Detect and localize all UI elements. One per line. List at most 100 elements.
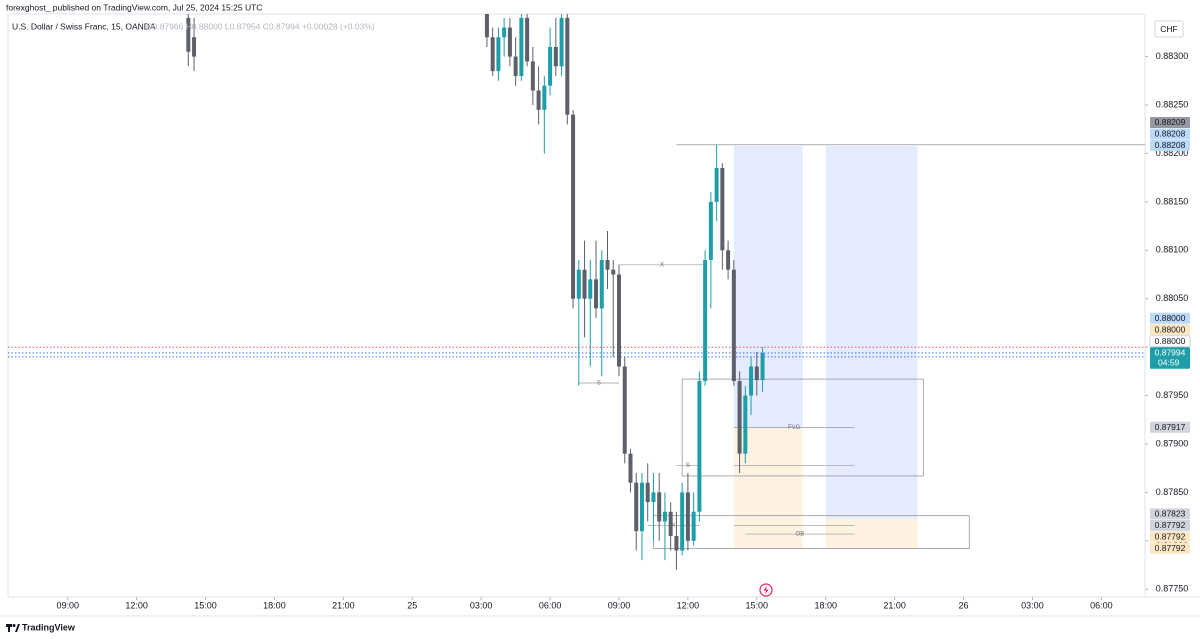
candle-body: [490, 37, 495, 72]
candle-body: [651, 492, 656, 503]
x-tick-label: 21:00: [883, 600, 906, 610]
level-label: OB: [796, 532, 805, 538]
y-tick-label: 0.88150: [1156, 196, 1189, 206]
candle-body: [662, 511, 667, 522]
y-tick-label: 0.87900: [1156, 438, 1189, 448]
price-label: 0.87792: [1155, 520, 1186, 530]
candle-body: [708, 201, 713, 260]
price-label-bg: [1150, 508, 1190, 520]
price-label-bg: [1150, 421, 1190, 433]
y-tick-label: 0.88100: [1156, 245, 1189, 255]
candle-body: [565, 17, 570, 115]
y-tick-label: 0.88200: [1156, 148, 1189, 158]
zone-box: [681, 378, 924, 477]
price-label: 0.88208: [1155, 129, 1186, 139]
tv-logo: [6, 624, 20, 632]
candle-body: [611, 269, 616, 275]
price-label: 0.88208: [1155, 140, 1186, 150]
candle-body: [553, 46, 558, 67]
x-tick-label: 12:00: [125, 600, 148, 610]
candle-body: [743, 395, 748, 454]
price-label: 0.87994: [1155, 347, 1186, 357]
x-tick-label: 03:00: [1021, 600, 1044, 610]
level-label: X: [672, 523, 676, 529]
candle-body: [685, 492, 690, 541]
candle-body: [548, 46, 553, 86]
level-label: FVG: [788, 425, 801, 431]
level-label: X: [660, 262, 664, 268]
candle-body: [588, 279, 593, 299]
y-tick-label: 0.88050: [1156, 293, 1189, 303]
position-loss: [825, 518, 918, 549]
x-tick-label: 15:00: [194, 600, 217, 610]
price-label-bg: [1150, 128, 1190, 140]
price-label: 0.87823: [1155, 508, 1186, 518]
price-label-bg: [1150, 542, 1190, 554]
candle-body: [749, 366, 754, 396]
candle-body: [530, 61, 535, 91]
candle-body: [680, 492, 685, 551]
price-label-bg: [1150, 519, 1190, 531]
x-tick-label: 15:00: [746, 600, 769, 610]
currency[interactable]: CHF: [1160, 24, 1177, 34]
candle-body: [754, 366, 759, 381]
price-label: 0.88000: [1155, 313, 1186, 323]
candle-body: [484, 14, 489, 38]
candle-body: [616, 274, 621, 367]
price-label: 0.87917: [1155, 422, 1186, 432]
candle-body: [674, 535, 679, 551]
y-tick-label: 0.88300: [1156, 51, 1189, 61]
price-label-bg: [1150, 139, 1190, 151]
candle-body: [737, 381, 742, 454]
candle-body: [645, 482, 650, 503]
candle-body: [697, 381, 702, 512]
x-tick-label: 03:00: [470, 600, 493, 610]
publisher: forexghost_ published on TradingView.com…: [6, 2, 262, 12]
price-label-bg: [1150, 116, 1190, 128]
y-tick-label: 0.87850: [1156, 487, 1189, 497]
candle-body: [496, 37, 501, 72]
candle-body: [731, 269, 736, 382]
candle-body: [760, 352, 765, 381]
price-label-bg: [1150, 347, 1190, 369]
level-label: S: [686, 463, 690, 469]
candle-body: [628, 453, 633, 483]
x-tick-label: 09:00: [56, 600, 79, 610]
axes: 0.877500.878000.878500.879000.879500.880…: [56, 51, 1191, 610]
candle-body: [668, 511, 673, 536]
y-tick-label: 0.88250: [1156, 99, 1189, 109]
price-label: 0.87792: [1155, 531, 1186, 541]
candle-body: [599, 259, 604, 309]
event-icon-bolt: [763, 585, 769, 595]
candle-body: [720, 167, 725, 251]
candle-body: [502, 27, 507, 38]
price-label-bg: [1149, 335, 1191, 348]
candle-body: [634, 482, 639, 532]
ohlc-readout: O0.87966 H0.88000 L0.87954 C0.87994 +0.0…: [146, 21, 375, 31]
candle-body: [605, 259, 610, 270]
y-tick-label: 0.87950: [1156, 390, 1189, 400]
x-tick-label: 25: [407, 600, 417, 610]
price-countdown: 04:59: [1158, 357, 1180, 367]
candle-body: [519, 17, 524, 76]
level-label: S: [597, 381, 601, 387]
candle-body: [622, 366, 627, 454]
candle-body: [639, 482, 644, 532]
candle-body: [192, 37, 197, 57]
candle-body: [576, 269, 581, 299]
price-label-bg: [1150, 324, 1190, 336]
candle-body: [582, 269, 587, 299]
x-tick-label: 18:00: [263, 600, 286, 610]
footer-brand: TradingView: [22, 622, 76, 632]
price-label-bg: [1150, 312, 1190, 324]
price-label: 0.88209: [1155, 117, 1186, 127]
position-profit: [825, 145, 918, 519]
currency-button[interactable]: [1154, 20, 1184, 38]
candle-body: [726, 250, 731, 270]
candle-body: [186, 17, 191, 52]
x-tick-label: 18:00: [814, 600, 837, 610]
candle-body: [714, 167, 719, 202]
candle-body: [542, 85, 547, 110]
